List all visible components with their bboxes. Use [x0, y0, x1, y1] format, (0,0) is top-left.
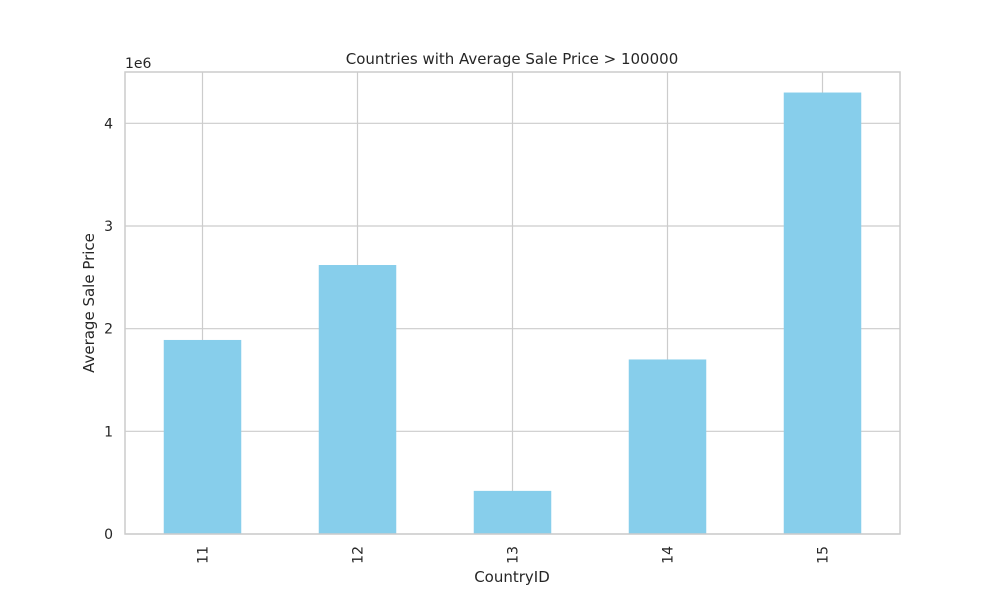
y-tick-label: 0: [104, 527, 113, 543]
chart-title: Countries with Average Sale Price > 1000…: [346, 50, 678, 68]
x-tick-label: 12: [351, 546, 367, 564]
x-tick-label: 13: [506, 546, 522, 564]
bar-12: [318, 265, 397, 534]
bar-13: [473, 490, 552, 534]
bar-15: [783, 92, 862, 535]
y-axis-label: Average Sale Price: [80, 233, 98, 373]
x-axis-label: CountryID: [474, 568, 550, 586]
y-tick-label: 3: [104, 219, 113, 235]
x-tick-label: 15: [816, 546, 832, 564]
y-tick-label: 1: [104, 424, 113, 440]
x-tick-label: 14: [661, 546, 677, 564]
axes-frame: [124, 71, 901, 535]
bars-layer: [163, 92, 862, 535]
y-tick-label: 4: [104, 116, 113, 132]
y-axis-offset-label: 1e6: [125, 56, 152, 72]
y-tick-label: 2: [104, 322, 113, 338]
bar-14: [628, 359, 707, 534]
bar-11: [163, 339, 242, 534]
x-tick-label: 11: [196, 546, 212, 564]
axes-layer: [124, 71, 901, 535]
